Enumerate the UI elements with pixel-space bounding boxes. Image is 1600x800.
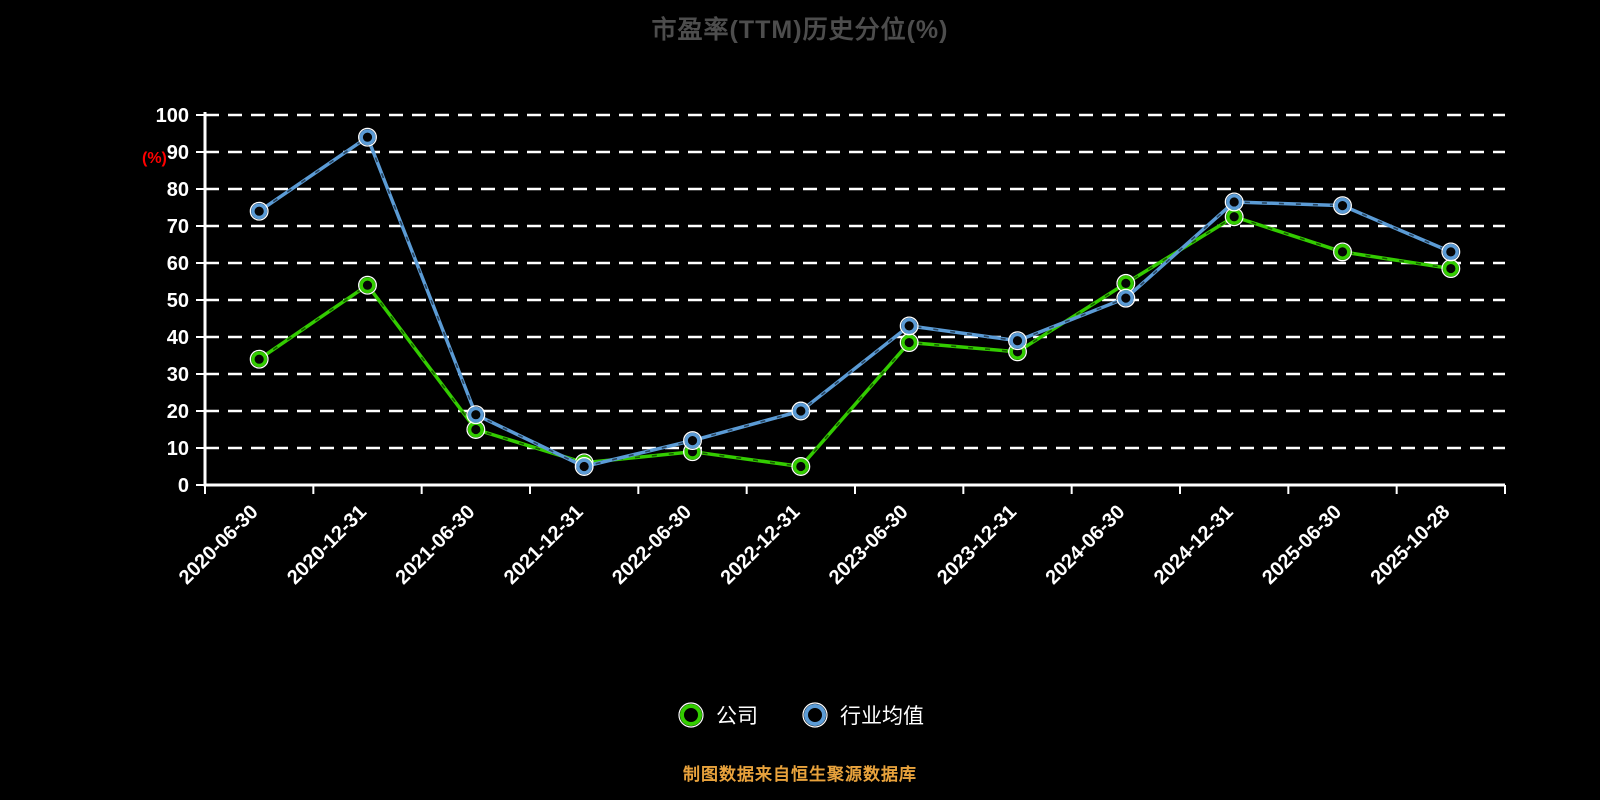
series-marker-halo-1 bbox=[249, 201, 269, 221]
series-marker-1 bbox=[901, 317, 918, 334]
legend-item-industry[interactable]: 行业均值 bbox=[800, 700, 924, 730]
series-marker-halo-1 bbox=[1333, 196, 1352, 216]
series-marker-halo-0 bbox=[1333, 242, 1352, 262]
data-source-note: 制图数据来自恒生聚源数据库 bbox=[683, 765, 917, 784]
y-tick-label: 50 bbox=[167, 290, 189, 312]
x-tick-label: 2025-10-28 bbox=[1366, 501, 1454, 589]
y-tick-label: 60 bbox=[167, 253, 189, 275]
company-series-marker-icon bbox=[678, 702, 704, 728]
series-marker-halo-0 bbox=[791, 457, 811, 476]
series-marker-1 bbox=[684, 432, 701, 449]
x-tick-label: 2023-12-31 bbox=[933, 501, 1021, 589]
x-tick-label: 2024-12-31 bbox=[1150, 501, 1238, 589]
series-marker-0 bbox=[1226, 208, 1243, 225]
y-tick-label: 0 bbox=[178, 475, 189, 497]
series-marker-1 bbox=[1009, 332, 1026, 349]
series-marker-1 bbox=[1442, 243, 1459, 260]
series-marker-halo-1 bbox=[466, 405, 486, 425]
series-marker-halo-1 bbox=[1441, 242, 1461, 262]
series-marker-0 bbox=[467, 421, 484, 438]
series-marker-1 bbox=[251, 203, 268, 220]
series-marker-halo-1 bbox=[683, 431, 702, 451]
series-line-0 bbox=[257, 215, 1453, 469]
x-tick-label: 2022-12-31 bbox=[716, 501, 804, 589]
series-marker-0 bbox=[1117, 275, 1134, 292]
x-tick-label: 2021-12-31 bbox=[500, 501, 588, 589]
x-tick-label: 2024-06-30 bbox=[1041, 501, 1129, 589]
series-marker-halo-1 bbox=[1224, 192, 1244, 212]
series-marker-0 bbox=[792, 458, 809, 475]
series-marker-1 bbox=[1334, 197, 1351, 214]
x-tick-label: 2020-06-30 bbox=[175, 501, 263, 589]
series-marker-0 bbox=[251, 351, 268, 368]
industry-series-marker-icon bbox=[802, 702, 828, 728]
y-tick-label: 10 bbox=[167, 438, 189, 460]
y-tick-label: 100 bbox=[156, 105, 189, 127]
x-tick-label: 2022-06-30 bbox=[608, 501, 696, 589]
series-marker-1 bbox=[1226, 193, 1243, 210]
series-line-dash-overlay-0 bbox=[258, 215, 1451, 468]
series-marker-halo-1 bbox=[1116, 288, 1136, 308]
series-marker-1 bbox=[792, 403, 809, 420]
series-marker-0 bbox=[359, 277, 376, 294]
y-tick-label: 20 bbox=[167, 401, 189, 423]
series-marker-halo-0 bbox=[358, 275, 377, 295]
series-marker-halo-1 bbox=[899, 316, 919, 336]
x-tick-label: 2025-06-30 bbox=[1258, 501, 1346, 589]
legend-item-company[interactable]: 公司 bbox=[676, 700, 758, 730]
x-tick-label: 2023-06-30 bbox=[825, 501, 913, 589]
series-marker-1 bbox=[1117, 290, 1134, 307]
series-marker-halo-0 bbox=[249, 349, 269, 369]
series-marker-0 bbox=[901, 334, 918, 351]
x-tick-label: 2021-06-30 bbox=[391, 501, 479, 589]
series-marker-halo-1 bbox=[791, 401, 811, 421]
series-marker-0 bbox=[1334, 243, 1351, 260]
series-marker-1 bbox=[576, 458, 593, 475]
series-line-1 bbox=[257, 135, 1453, 469]
chart-title: 市盈率(TTM)历史分位(%) bbox=[651, 16, 949, 44]
legend-label-company: 公司 bbox=[716, 705, 758, 728]
y-tick-label: 80 bbox=[167, 179, 189, 201]
series-line-dash-overlay-1 bbox=[258, 135, 1452, 468]
x-tick-label: 2020-12-31 bbox=[283, 501, 371, 589]
y-tick-label: 30 bbox=[167, 364, 189, 386]
series-marker-halo-1 bbox=[1008, 331, 1027, 351]
y-axis-unit-label: (%) bbox=[142, 150, 167, 167]
series-marker-1 bbox=[359, 129, 376, 146]
series-marker-0 bbox=[1442, 260, 1459, 277]
y-tick-label: 70 bbox=[167, 216, 189, 238]
series-marker-halo-1 bbox=[574, 457, 594, 476]
legend-label-industry: 行业均值 bbox=[840, 705, 924, 728]
series-marker-1 bbox=[467, 406, 484, 423]
chart-legend: 公司 行业均值 bbox=[0, 700, 1600, 730]
series-marker-halo-1 bbox=[358, 127, 377, 147]
y-tick-label: 40 bbox=[167, 327, 189, 349]
y-tick-label: 90 bbox=[167, 142, 189, 164]
